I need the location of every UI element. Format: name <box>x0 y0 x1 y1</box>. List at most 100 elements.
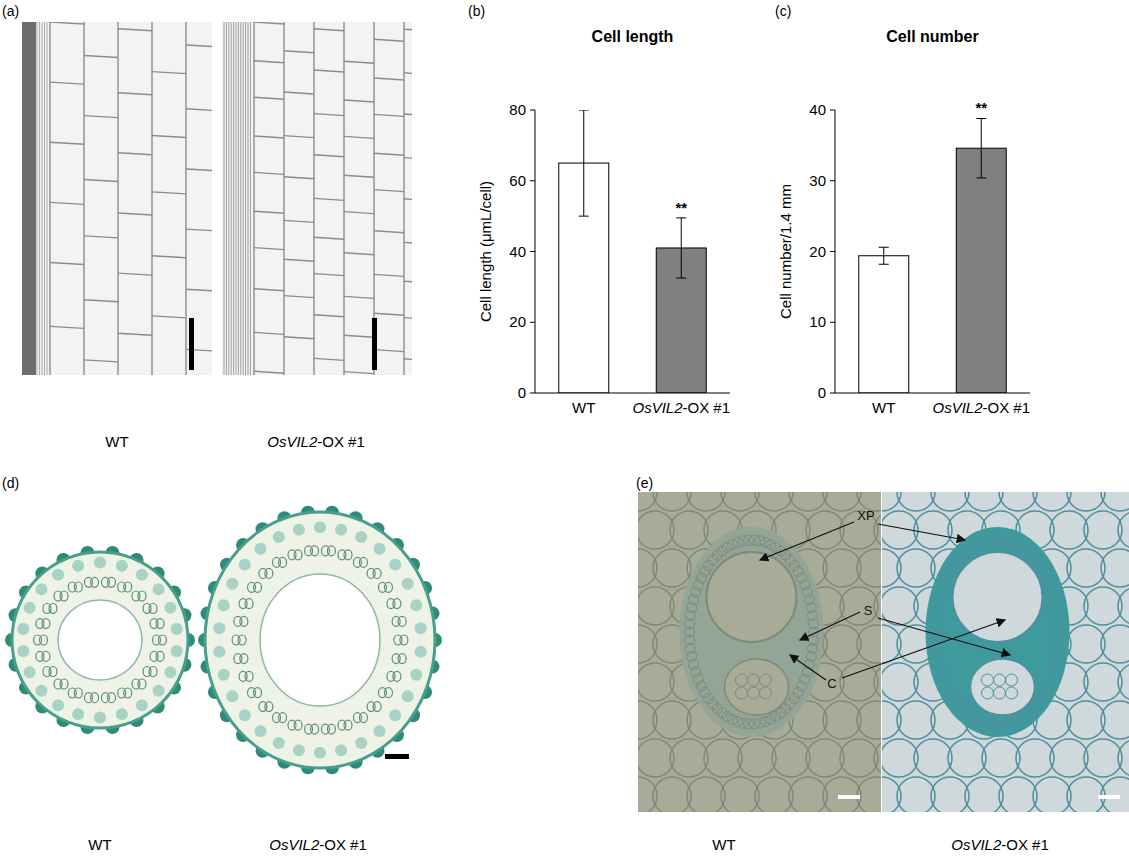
parenchyma-cell <box>948 739 986 777</box>
cross-section <box>5 546 195 734</box>
cell-wall <box>152 256 186 258</box>
inner-bundle <box>91 693 99 703</box>
outer-bundle <box>94 557 106 569</box>
outer-bundle <box>389 559 401 571</box>
inner-bundle <box>40 635 48 645</box>
outer-bundle <box>373 543 385 555</box>
vessel-line <box>224 22 225 375</box>
cell-wall <box>344 335 374 337</box>
panel-label: (d) <box>2 475 19 491</box>
outer-bundle <box>402 690 414 702</box>
inner-bundle <box>158 635 166 645</box>
outer-bundle <box>136 699 148 711</box>
inner-bundle <box>245 671 253 681</box>
cell-wall <box>117 22 118 375</box>
parenchyma-cell <box>687 492 725 511</box>
outer-bundle <box>226 578 238 590</box>
cell-wall <box>50 82 84 84</box>
scale-bar <box>838 795 860 799</box>
cell-wall <box>253 22 254 375</box>
sieve-cell <box>982 674 994 686</box>
parenchyma-cell <box>840 739 878 777</box>
cell-wall <box>283 22 284 375</box>
outer-bundle <box>35 583 47 595</box>
sieve-cell <box>748 687 760 699</box>
parenchyma-cell <box>965 777 1003 812</box>
outer-bundle <box>218 669 230 681</box>
outer-bundle <box>415 622 427 634</box>
micrograph <box>222 22 412 375</box>
tick-label: 80 <box>509 101 526 118</box>
gene-name: OsVIL2 <box>269 836 320 853</box>
inner-bundle <box>327 546 335 556</box>
micrograph <box>22 22 212 375</box>
parenchyma-cell <box>670 511 708 549</box>
outer-bundle <box>72 708 84 720</box>
category-label: WT <box>572 399 595 416</box>
significance: ** <box>975 99 987 116</box>
inner-bundle <box>327 724 335 734</box>
cell-wall <box>314 198 344 200</box>
inner-bundle <box>49 604 57 614</box>
outer-bundle <box>153 583 165 595</box>
cell-wall <box>344 136 374 138</box>
category-label: WT <box>872 399 895 416</box>
inner-bundle <box>400 635 408 645</box>
caption: WT <box>105 433 128 450</box>
phloem <box>725 659 789 715</box>
tick-label: 0 <box>818 384 826 401</box>
inner-bundle <box>398 654 406 664</box>
cell-wall <box>314 155 344 157</box>
error-stem <box>681 218 682 278</box>
parenchyma-cell <box>1101 549 1129 587</box>
parenchyma-cell <box>914 511 952 549</box>
label-rest: -OX #1 <box>319 836 367 853</box>
sheath-cell <box>1006 537 1016 547</box>
error-bar <box>676 218 686 278</box>
parenchyma-cell <box>857 625 881 663</box>
outer-bundle <box>335 524 347 536</box>
parenchyma-cell <box>1050 511 1088 549</box>
parenchyma-cell <box>931 777 969 812</box>
inner-bundle <box>42 651 50 661</box>
cell-wall <box>404 281 412 283</box>
pith-cavity <box>58 600 142 680</box>
parenchyma-cell <box>1067 701 1105 739</box>
tick-label: 10 <box>809 313 826 330</box>
outer-bundle <box>273 531 285 543</box>
parenchyma-cell <box>857 777 881 812</box>
annotation: XP <box>857 508 874 523</box>
cell-wall <box>344 175 374 177</box>
outer-bundle <box>226 690 238 702</box>
category-label: OsVIL2-OX #1 <box>932 399 1030 416</box>
axis-label: Cell number/1.4 mm <box>777 184 794 319</box>
cell-wall <box>344 100 374 102</box>
parenchyma-cell <box>1067 777 1105 812</box>
cell-wall <box>374 274 404 276</box>
vessel-line <box>231 22 232 375</box>
outer-bundle <box>52 569 64 581</box>
panel-label: (a) <box>2 3 19 19</box>
parenchyma-cell <box>638 777 657 812</box>
parenchyma-cell <box>1118 587 1129 625</box>
xylem-vessel <box>953 552 1043 642</box>
parenchyma-cell <box>738 739 776 777</box>
tick <box>830 180 835 181</box>
inner-bundle <box>384 688 392 698</box>
parenchyma-cell <box>653 492 691 511</box>
parenchyma-cell <box>653 777 691 812</box>
parenchyma-cell <box>1033 492 1071 511</box>
cell-wall <box>404 158 412 160</box>
stem <box>205 512 435 768</box>
caption: WT <box>712 836 735 853</box>
cell-wall <box>50 22 84 24</box>
parenchyma-cell <box>882 777 901 812</box>
parenchyma-cell <box>965 492 1003 511</box>
parenchyma-cell <box>638 625 657 663</box>
sheath-cell <box>760 537 770 547</box>
vessel-line <box>245 22 246 375</box>
outer-bundle <box>255 725 267 737</box>
cell-wall <box>284 296 314 298</box>
vessel-line <box>44 22 45 375</box>
cell-wall <box>254 22 284 24</box>
